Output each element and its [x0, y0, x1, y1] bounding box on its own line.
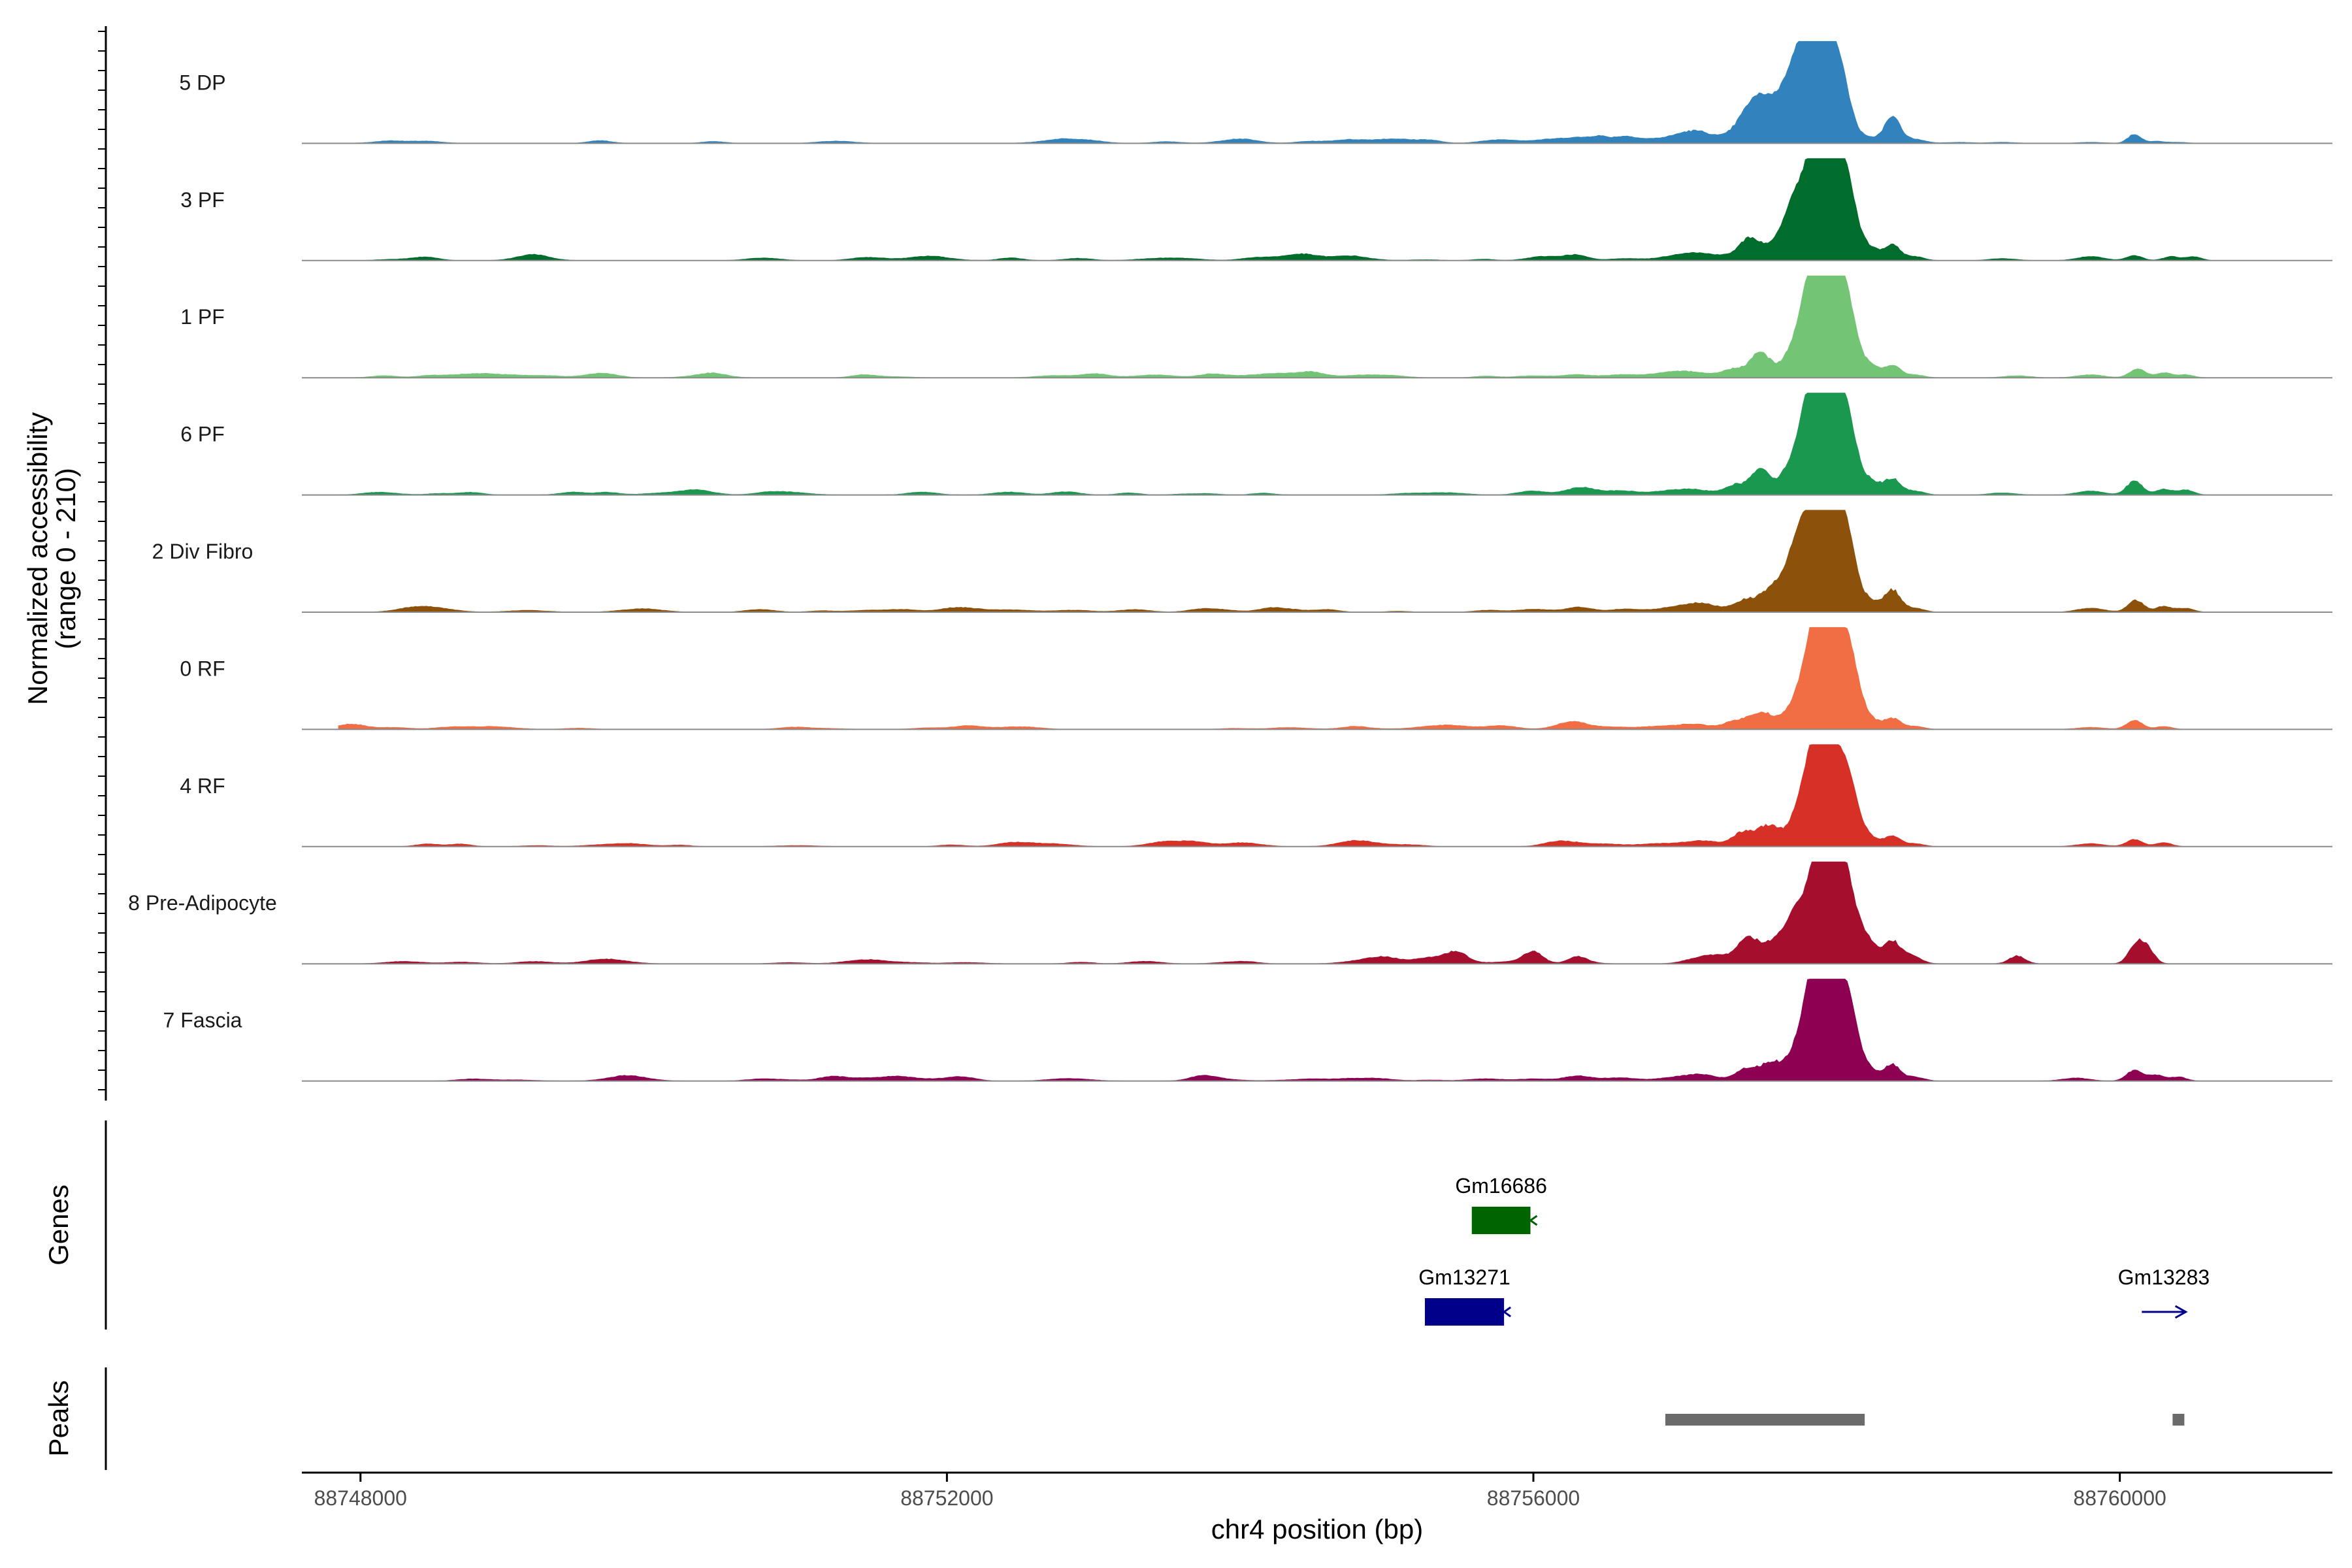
y-axis-title-line1: Normalized accessibility	[22, 412, 53, 705]
coverage-area	[338, 158, 2221, 261]
peaks-track: Peaks	[43, 1367, 2185, 1470]
coverage-tracks: 5 DP 3 PF 1 PF 6 PF 2 Div Fibro 0 RF 4 RF 8 Pre…	[128, 41, 2332, 1082]
track-label: 4 RF	[180, 774, 225, 798]
coverage-area	[338, 41, 2221, 144]
coverage-area	[338, 861, 2221, 964]
track-0-rf: 0 RF	[180, 627, 2332, 730]
gene-gm13283: Gm13283	[2118, 1266, 2210, 1319]
gene-label: Gm16686	[1455, 1174, 1547, 1198]
track-label: 5 DP	[179, 71, 225, 94]
y-axis-title-line2: (range 0 - 210)	[50, 468, 81, 649]
gene-gm16686: Gm16686	[1455, 1174, 1547, 1234]
coverage-area	[338, 627, 2221, 730]
x-tick-label: 88748000	[314, 1486, 407, 1510]
track-5-dp: 5 DP	[179, 41, 2332, 144]
track-2-div-fibro: 2 Div Fibro	[152, 510, 2332, 613]
gene-gm13271: Gm13271	[1418, 1266, 1511, 1326]
gene-label: Gm13271	[1418, 1266, 1511, 1289]
coverage-y-axis	[98, 26, 107, 1101]
track-label: 3 PF	[180, 188, 225, 212]
track-3-pf: 3 PF	[180, 158, 2332, 261]
x-axis-title: chr4 position (bp)	[1211, 1514, 1424, 1544]
peak-region	[2172, 1414, 2185, 1426]
gene-strand-marker	[1528, 1215, 1538, 1226]
gene-body	[1424, 1298, 1505, 1326]
coverage-area	[338, 393, 2221, 496]
gene-arrow-head	[2174, 1305, 2188, 1319]
x-tick-label: 88756000	[1487, 1486, 1580, 1510]
track-label: 1 PF	[180, 305, 225, 329]
track-7-fascia: 7 Fascia	[163, 979, 2332, 1082]
coverage-area	[338, 979, 2221, 1082]
track-1-pf: 1 PF	[180, 275, 2332, 379]
track-label: 7 Fascia	[163, 1009, 242, 1032]
x-axis: 88748000 88752000 88756000 88760000	[302, 1471, 2332, 1510]
genes-track: Genes Gm16686 Gm13271 Gm13283	[43, 1120, 2210, 1330]
x-tick-label: 88760000	[2073, 1486, 2166, 1510]
x-tick-label: 88752000	[900, 1486, 993, 1510]
track-label: 8 Pre-Adipocyte	[128, 891, 277, 915]
genes-track-title: Genes	[43, 1184, 74, 1266]
track-label: 0 RF	[180, 657, 225, 680]
gene-strand-marker	[1502, 1306, 1511, 1318]
track-8-pre-adipocyte: 8 Pre-Adipocyte	[128, 861, 2332, 965]
track-4-rf: 4 RF	[180, 744, 2332, 847]
track-label: 2 Div Fibro	[152, 540, 253, 563]
coverage-area	[338, 744, 2221, 847]
track-label: 6 PF	[180, 423, 225, 446]
peak-region	[1665, 1414, 1865, 1426]
coverage-area	[338, 510, 2221, 613]
gene-label: Gm13283	[2118, 1266, 2210, 1289]
peaks-track-title: Peaks	[43, 1380, 74, 1457]
track-6-pf: 6 PF	[180, 393, 2332, 496]
gene-body	[1471, 1207, 1531, 1234]
coverage-area	[338, 275, 2221, 378]
